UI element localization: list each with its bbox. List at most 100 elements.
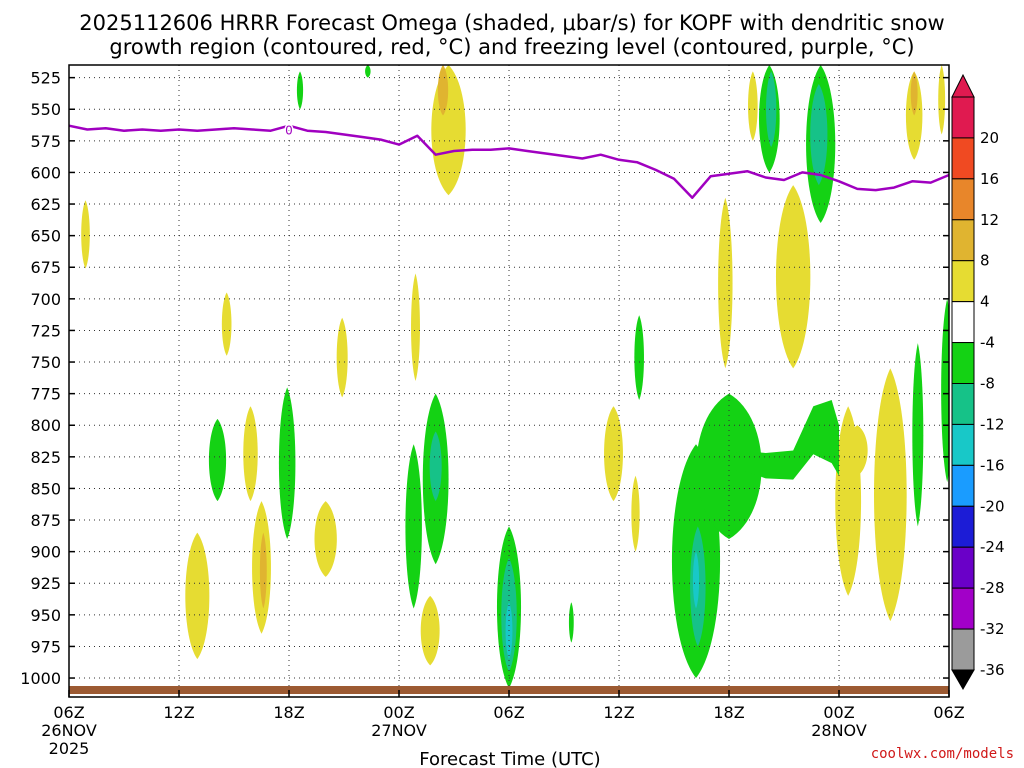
omega-area-12: [411, 273, 420, 381]
omega-area-15: [405, 444, 422, 609]
ytick-label-675: 675: [30, 258, 61, 277]
source-credit: coolwx.com/models: [871, 746, 1014, 762]
omega-area-1: [185, 532, 210, 660]
ytick-label-850: 850: [30, 479, 61, 498]
xtick-year-0: 2025: [49, 739, 90, 758]
omega-area-23: [604, 406, 623, 502]
omega-area-22: [568, 602, 574, 643]
colorbar-box-8: [951, 219, 975, 262]
omega-area-4: [243, 406, 258, 502]
ytick-label-575: 575: [30, 132, 61, 151]
omega-area-13: [431, 65, 466, 196]
omega-area-32: [766, 71, 777, 148]
omega-area-18: [429, 431, 442, 502]
colorbar-label--32: -32: [980, 620, 1005, 638]
xtick-label-0: 06Z: [53, 703, 84, 722]
omega-area-10: [336, 317, 348, 398]
colorbar-box--28: [951, 546, 975, 589]
contour-layer: 0: [68, 122, 950, 199]
omega-shading-layer: [81, 65, 949, 689]
y-axis: 525 550 575 600 625 650 675 700 725 750 775 800 825 8…: [20, 69, 949, 688]
omega-area-8: [296, 71, 304, 110]
xtick-date-0: 26NOV: [41, 721, 97, 740]
ytick-label-700: 700: [30, 290, 61, 309]
omega-area-24: [634, 315, 644, 400]
colorbar-label-8: 8: [980, 252, 990, 270]
xtick-label-7: 00Z: [823, 703, 854, 722]
omega-area-39: [874, 368, 907, 622]
grid-layer: [69, 65, 949, 697]
ytick-label-775: 775: [30, 385, 61, 404]
ytick-label-900: 900: [30, 543, 61, 562]
omega-area-7: [278, 387, 296, 539]
ytick-label-875: 875: [30, 511, 61, 530]
xtick-label-3: 00Z: [383, 703, 414, 722]
colorbar-box-4: [951, 260, 975, 303]
colorbar-label--24: -24: [980, 538, 1005, 556]
colorbar-bottom-arrow: [951, 669, 975, 690]
omega-area-34: [775, 185, 811, 369]
colorbar-label--16: -16: [980, 456, 1005, 474]
colorbar-box--32: [951, 587, 975, 630]
xtick-date-3: 27NOV: [371, 721, 427, 740]
ytick-label-1000: 1000: [20, 669, 61, 688]
colorbar-label-4: 4: [980, 293, 990, 311]
omega-area-41: [910, 71, 918, 116]
omega-area-3: [208, 418, 227, 502]
xtick-label-1: 12Z: [163, 703, 194, 722]
ytick-label-725: 725: [30, 321, 61, 340]
ytick-label-800: 800: [30, 416, 61, 435]
colorbar-box--4: [951, 301, 975, 344]
xtick-label-2: 18Z: [273, 703, 304, 722]
omega-band-0: [719, 399, 839, 480]
ytick-label-625: 625: [30, 195, 61, 214]
omega-area-42: [938, 65, 946, 135]
colorbar-box--16: [951, 423, 975, 466]
omega-area-38: [847, 425, 868, 476]
xtick-label-4: 06Z: [493, 703, 524, 722]
chart-title-line-1: 2025112606 HRRR Forecast Omega (shaded, …: [79, 11, 944, 35]
omega-area-28: [692, 551, 700, 609]
colorbar-box--8: [951, 342, 975, 385]
omega-area-9: [314, 501, 337, 577]
ytick-label-525: 525: [30, 69, 61, 88]
colorbar-label--36: -36: [980, 661, 1005, 679]
colorbar-label--8: -8: [980, 375, 995, 393]
ytick-label-600: 600: [30, 163, 61, 182]
colorbar-box--12: [951, 383, 975, 425]
omega-area-6: [259, 532, 267, 609]
colorbar-box-20: [951, 96, 975, 139]
omega-area-16: [420, 595, 440, 666]
colorbar-label--4: -4: [980, 334, 995, 352]
xtick-label-6: 18Z: [713, 703, 744, 722]
ytick-label-925: 925: [30, 574, 61, 593]
omega-area-14: [437, 65, 449, 116]
colorbar-top-arrow: [951, 73, 975, 98]
ytick-label-750: 750: [30, 353, 61, 372]
freezing-level-line: [68, 124, 950, 199]
omega-area-0: [81, 200, 90, 269]
colorbar-box-16: [951, 137, 975, 180]
ytick-label-550: 550: [30, 100, 61, 119]
omega-area-44: [941, 298, 949, 483]
freezing-level-label: 0: [285, 123, 293, 137]
ytick-label-950: 950: [30, 606, 61, 625]
colorbar-label-12: 12: [980, 211, 999, 229]
omega-area-30: [718, 197, 733, 369]
xtick-label-5: 12Z: [603, 703, 634, 722]
chart-title-line-2: growth region (contoured, red, °C) and f…: [109, 35, 914, 59]
ytick-label-825: 825: [30, 448, 61, 467]
colorbar-box--20: [951, 464, 975, 507]
ytick-label-650: 650: [30, 227, 61, 246]
colorbar-label--20: -20: [980, 497, 1005, 515]
colorbar-label-16: 16: [980, 170, 999, 188]
colorbar-label--12: -12: [980, 415, 1005, 433]
omega-colorbar: 20 16 12 8 4 -4 -8 -12 -16 -20 -24 -28 -32 -36: [951, 73, 1005, 690]
colorbar-box--36: [951, 628, 975, 671]
omega-area-43: [912, 343, 924, 527]
colorbar-label--28: -28: [980, 579, 1005, 597]
x-axis-label: Forecast Time (UTC): [419, 749, 600, 768]
colorbar-label-20: 20: [980, 129, 999, 147]
